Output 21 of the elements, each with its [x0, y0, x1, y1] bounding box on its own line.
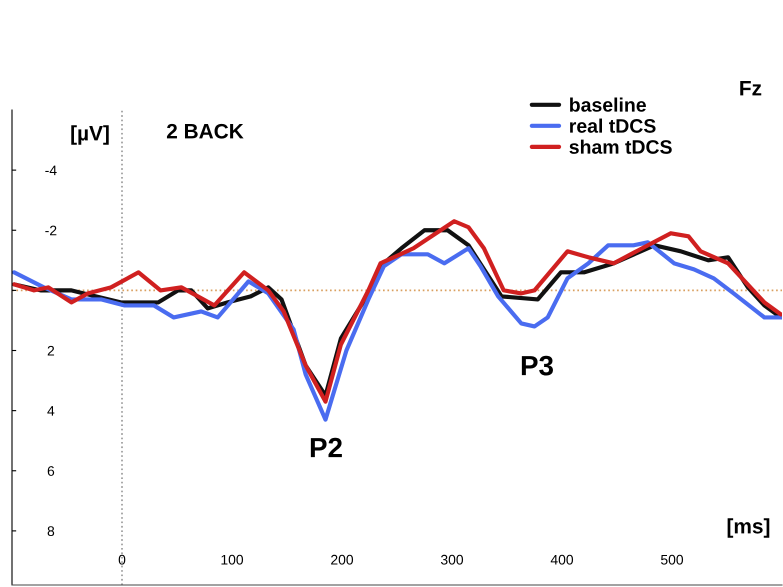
x-tick-label: 0 — [118, 554, 126, 565]
annotation: P2 — [310, 438, 342, 458]
y-tick-label: 6 — [48, 466, 54, 476]
y-tick-label: -4 — [45, 166, 57, 176]
annotation: 2 BACK — [166, 124, 244, 139]
x-tick-label: 500 — [660, 554, 684, 565]
x-tick-label: 100 — [221, 554, 244, 565]
y-tick-label: 2 — [48, 346, 54, 356]
x-tick-label: 400 — [550, 554, 574, 565]
legend-label: real tDCS — [570, 118, 656, 133]
x-axis-title: [ms] — [728, 518, 770, 538]
x-tick-label: 300 — [440, 554, 464, 565]
x-tick-label: 200 — [331, 554, 354, 565]
text: Fz — [740, 81, 762, 96]
y-axis-title: [µV] — [71, 125, 109, 145]
y-tick-label: 8 — [48, 526, 54, 536]
y-tick-label: -2 — [45, 226, 56, 236]
y-tick-label: 4 — [47, 406, 54, 416]
legend-label: sham tDCS — [569, 140, 672, 154]
legend-label: baseline — [570, 98, 646, 112]
annotation: P3 — [522, 356, 553, 376]
